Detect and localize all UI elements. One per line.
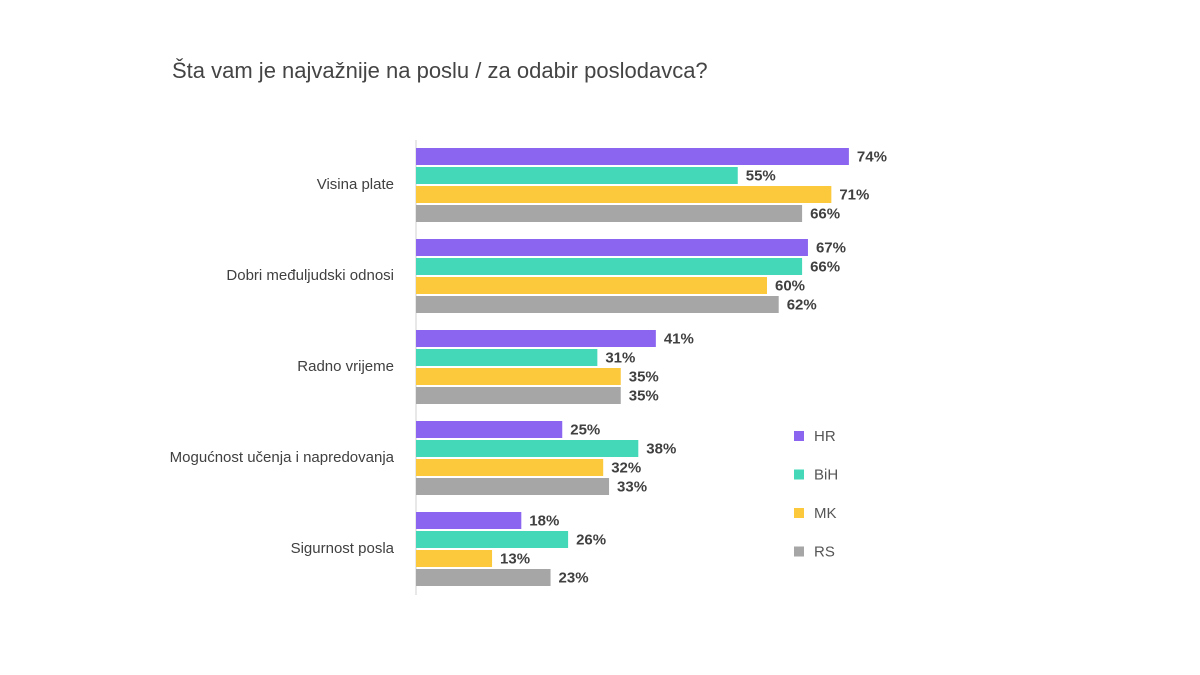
bar bbox=[416, 167, 738, 184]
bar bbox=[416, 349, 598, 366]
legend-label: BiH bbox=[814, 466, 838, 483]
bar bbox=[416, 148, 849, 165]
bar bbox=[416, 239, 808, 256]
bar bbox=[416, 277, 767, 294]
chart-title: Šta vam je najvažnije na poslu / za odab… bbox=[172, 58, 708, 83]
legend-swatch bbox=[794, 469, 804, 480]
bar bbox=[416, 421, 563, 438]
data-label: 60% bbox=[775, 277, 805, 294]
data-label: 67% bbox=[816, 239, 846, 256]
data-label: 32% bbox=[611, 459, 641, 476]
bar bbox=[416, 550, 493, 567]
data-label: 26% bbox=[576, 531, 606, 548]
legend-label: HR bbox=[814, 428, 836, 445]
data-label: 71% bbox=[839, 186, 869, 203]
bar bbox=[416, 531, 569, 548]
bar bbox=[416, 512, 522, 529]
legend-label: RS bbox=[814, 543, 835, 560]
data-label: 33% bbox=[617, 478, 647, 495]
bar bbox=[416, 186, 832, 203]
data-label: 18% bbox=[529, 512, 559, 529]
category-label: Visina plate bbox=[317, 176, 394, 193]
bar bbox=[416, 205, 803, 222]
legend-label: MK bbox=[814, 505, 837, 522]
category-label: Radno vrijeme bbox=[297, 358, 394, 375]
data-label: 35% bbox=[629, 387, 659, 404]
category-label: Sigurnost posla bbox=[291, 540, 395, 557]
bar bbox=[416, 330, 656, 347]
bar bbox=[416, 387, 621, 404]
bar bbox=[416, 478, 610, 495]
data-label: 13% bbox=[500, 550, 530, 567]
bar bbox=[416, 459, 604, 476]
data-label: 35% bbox=[629, 368, 659, 385]
legend-swatch bbox=[794, 508, 804, 518]
data-label: 55% bbox=[746, 167, 776, 184]
data-label: 38% bbox=[646, 440, 676, 457]
data-label: 31% bbox=[605, 349, 635, 366]
legend-swatch bbox=[794, 546, 804, 557]
bar bbox=[416, 569, 551, 586]
bar bbox=[416, 440, 639, 457]
data-label: 74% bbox=[857, 148, 887, 165]
category-label: Mogućnost učenja i napredovanja bbox=[170, 449, 395, 466]
data-label: 66% bbox=[810, 258, 840, 275]
category-label: Dobri međuljudski odnosi bbox=[226, 267, 394, 284]
data-label: 62% bbox=[787, 296, 817, 313]
legend-swatch bbox=[794, 431, 804, 441]
bar bbox=[416, 258, 803, 275]
bar bbox=[416, 296, 779, 313]
bar bbox=[416, 368, 621, 385]
data-label: 23% bbox=[559, 569, 589, 586]
data-label: 41% bbox=[664, 330, 694, 347]
data-label: 25% bbox=[570, 421, 600, 438]
data-label: 66% bbox=[810, 205, 840, 222]
